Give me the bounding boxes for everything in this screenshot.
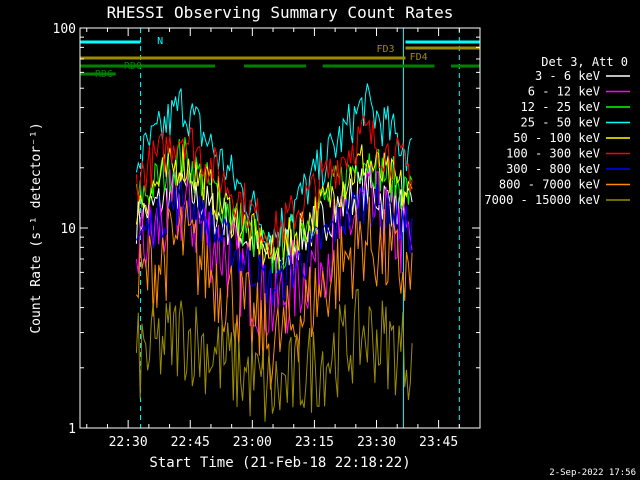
- flag-label-rd6: RD6: [95, 69, 113, 80]
- chart-title: RHESSI Observing Summary Count Rates: [107, 3, 454, 22]
- flag-label-fd4: FD4: [410, 52, 428, 63]
- x-tick-label: 22:30: [109, 435, 148, 450]
- y-tick-label: 1: [68, 422, 76, 437]
- series-line-7: [135, 196, 413, 390]
- legend-label: 800 - 7000 keV: [499, 178, 600, 192]
- legend-label: 300 - 800 keV: [506, 162, 600, 176]
- series-line-8: [135, 288, 413, 422]
- x-tick-label: 23:15: [295, 435, 334, 450]
- x-tick-label: 22:45: [171, 435, 210, 450]
- y-axis-ticks: 1 10 100: [53, 22, 480, 437]
- series-line-4: [135, 144, 413, 272]
- series-lines: [135, 83, 413, 422]
- legend-label: 7000 - 15000 keV: [484, 193, 600, 207]
- legend-label: 50 - 100 keV: [513, 131, 600, 145]
- legend-title: Det 3, Att 0: [541, 55, 628, 69]
- x-tick-label: 23:30: [357, 435, 396, 450]
- legend-label: 3 - 6 keV: [535, 69, 600, 83]
- legend-label: 6 - 12 keV: [528, 85, 600, 99]
- y-tick-label: 10: [60, 222, 76, 237]
- y-tick-label: 100: [53, 22, 76, 37]
- legend-label: 100 - 300 keV: [506, 147, 600, 161]
- series-line-1: [135, 164, 413, 340]
- flag-label-fd3: FD3: [377, 44, 395, 55]
- legend-label: 12 - 25 keV: [521, 100, 600, 114]
- flag-bars: N FD3 FD4 RD0 RD6: [80, 36, 480, 80]
- flag-label-rd0: RD0: [124, 61, 142, 72]
- series-line-5: [135, 113, 413, 259]
- x-axis-ticks: 22:30 22:45 23:00 23:15 23:30 23:45: [86, 28, 481, 450]
- x-tick-label: 23:00: [233, 435, 272, 450]
- y-axis-label: Count Rate (s⁻¹ detector⁻¹): [29, 122, 44, 333]
- flag-label-n: N: [157, 36, 163, 47]
- x-tick-label: 23:45: [419, 435, 458, 450]
- legend-label: 25 - 50 keV: [521, 116, 600, 130]
- series-line-6: [135, 179, 413, 306]
- x-axis-label: Start Time (21-Feb-18 22:18:22): [149, 455, 410, 471]
- footer-timestamp: 2-Sep-2022 17:56: [549, 468, 636, 478]
